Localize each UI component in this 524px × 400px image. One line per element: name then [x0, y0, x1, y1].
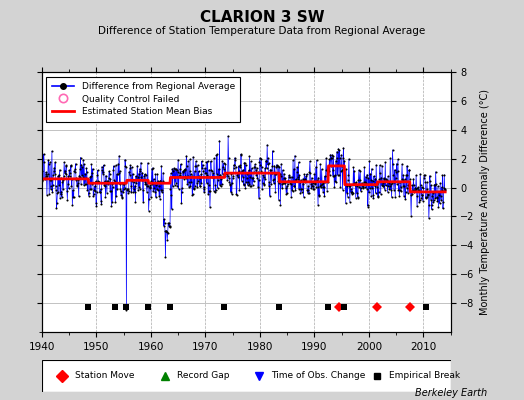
Y-axis label: Monthly Temperature Anomaly Difference (°C): Monthly Temperature Anomaly Difference (… [481, 89, 490, 315]
Text: Difference of Station Temperature Data from Regional Average: Difference of Station Temperature Data f… [99, 26, 425, 36]
FancyBboxPatch shape [42, 360, 451, 392]
Text: Time of Obs. Change: Time of Obs. Change [271, 372, 365, 380]
Text: Station Move: Station Move [74, 372, 134, 380]
Text: Record Gap: Record Gap [177, 372, 230, 380]
Legend: Difference from Regional Average, Quality Control Failed, Estimated Station Mean: Difference from Regional Average, Qualit… [47, 76, 241, 122]
Text: CLARION 3 SW: CLARION 3 SW [200, 10, 324, 25]
Text: Berkeley Earth: Berkeley Earth [415, 388, 487, 398]
Text: Empirical Break: Empirical Break [389, 372, 461, 380]
